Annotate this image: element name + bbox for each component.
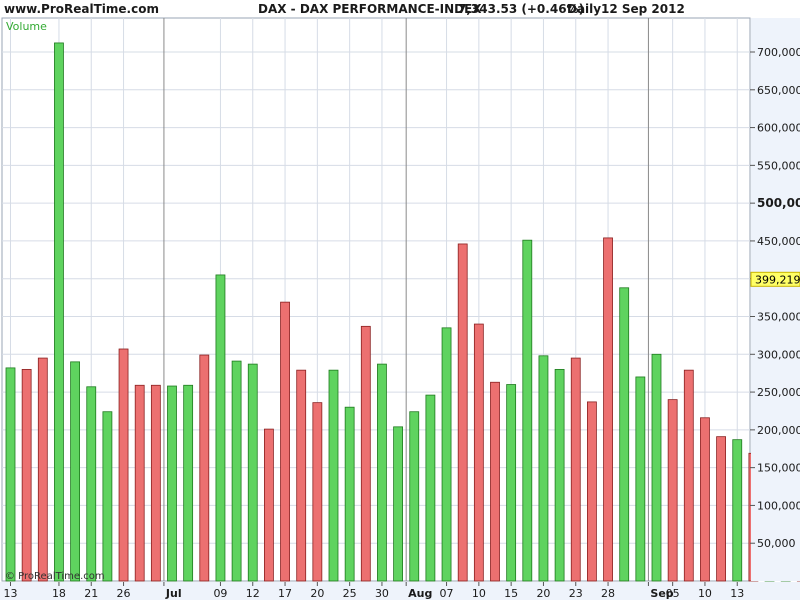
x-tick-label: 07	[440, 587, 454, 600]
volume-bar-down	[21, 368, 32, 582]
y-tick-label: 650,000	[757, 84, 800, 97]
volume-bar-up	[5, 367, 16, 582]
volume-bar-down	[570, 357, 581, 582]
y-axis-ticks: 50,000 100,000 150,000 200,000 250,000 300,00…	[750, 46, 800, 550]
volume-bar-up	[215, 274, 226, 582]
x-tick-label: 28	[601, 587, 615, 600]
x-tick-label: 09	[213, 587, 227, 600]
x-tick-label: 30	[375, 587, 389, 600]
volume-bar-up	[247, 363, 258, 582]
volume-bar-up	[409, 411, 420, 582]
x-tick-label: 17	[278, 587, 292, 600]
last-value-marker: 399,219	[750, 271, 800, 287]
y-tick-label: 50,000	[757, 537, 796, 550]
volume-bar-up	[377, 363, 387, 582]
y-tick-label: 450,000	[757, 235, 800, 248]
x-tick-label: 21	[84, 587, 98, 600]
x-tick-label: 13	[730, 587, 744, 600]
volume-bar-up	[328, 369, 339, 582]
y-tick-label: 550,000	[757, 159, 800, 172]
x-tick-label: 15	[504, 587, 518, 600]
copyright: © ProRealTime.com	[5, 571, 105, 582]
y-tick-label: 250,000	[757, 386, 800, 399]
volume-bar-down	[716, 436, 726, 582]
volume-bar-down	[360, 325, 371, 582]
volume-bar-up	[86, 386, 97, 582]
x-axis-ticks: 13 18 21 26 Jul 09 12 17 20 25 30 Aug 07 10 15 20 23 28 Se…	[4, 582, 744, 600]
volume-bar-down	[199, 354, 210, 582]
volume-bar-down	[473, 323, 484, 582]
instrument-title: DAX - DAX PERFORMANCE-INDEX	[258, 2, 482, 16]
month-separators	[163, 18, 649, 581]
header-bar	[0, 0, 800, 18]
volume-bar-down	[312, 402, 323, 582]
x-tick-label: 05	[666, 587, 680, 600]
volume-bar-up	[651, 353, 662, 582]
panel-label: Volume	[6, 20, 47, 33]
x-month-label: Sep	[650, 587, 673, 600]
volume-bar-down	[667, 399, 678, 582]
volume-bar-up	[54, 42, 64, 582]
volume-bar-down	[263, 428, 274, 582]
y-tick-label: 200,000	[757, 424, 800, 437]
chart-date: 12 Sep 2012	[601, 2, 685, 16]
period-label: Daily	[567, 2, 601, 16]
volume-bar-up	[167, 385, 177, 582]
y-tick-label: 500,000	[757, 196, 800, 210]
x-tick-label: 10	[698, 587, 712, 600]
x-tick-label: 20	[536, 587, 550, 600]
volume-bar-up	[425, 394, 436, 582]
x-tick-label: 13	[4, 587, 18, 600]
x-tick-label: 10	[472, 587, 486, 600]
y-tick-label: 700,000	[757, 46, 800, 59]
volume-bar-up	[344, 406, 355, 582]
volume-bar-up	[635, 376, 646, 582]
last-value-box	[750, 271, 800, 287]
x-month-label: Jul	[165, 587, 182, 600]
x-tick-label: 12	[246, 587, 260, 600]
volume-bar-down	[280, 301, 290, 582]
volume-bar-up	[393, 426, 404, 582]
volume-bar-down	[134, 384, 145, 582]
volume-bar-up	[522, 239, 533, 582]
volume-bar-down	[490, 381, 500, 582]
volume-bar-down	[603, 237, 613, 582]
y-tick-label: 600,000	[757, 122, 800, 135]
last-value-label: 399,219	[755, 273, 800, 286]
volume-bar-up	[619, 287, 630, 582]
volume-bar-down	[683, 369, 694, 582]
x-axis-panel	[0, 582, 800, 600]
volume-bar-down	[587, 401, 597, 582]
volume-bar-down	[118, 348, 129, 582]
x-month-label: Aug	[408, 587, 432, 600]
x-tick-label: 26	[117, 587, 131, 600]
volume-bar-down	[457, 243, 468, 582]
x-tick-label: 23	[569, 587, 583, 600]
volume-bar-up	[441, 327, 452, 582]
volume-bar-up	[102, 411, 113, 582]
volume-bar-down	[150, 384, 161, 582]
volume-bar-down	[296, 369, 307, 582]
volume-bar-up	[554, 368, 565, 582]
volume-bar-down	[37, 357, 48, 582]
y-axis-panel	[751, 18, 800, 581]
y-tick-label: 300,000	[757, 348, 800, 361]
price-quote: 7,343.53 (+0.46%)	[458, 2, 584, 16]
x-tick-label: 25	[343, 587, 357, 600]
y-tick-label: 350,000	[757, 311, 800, 324]
volume-bar-up	[506, 384, 517, 582]
volume-bar-up	[538, 355, 549, 582]
volume-bar-up	[183, 384, 194, 582]
site-name[interactable]: www.ProRealTime.com	[4, 2, 159, 16]
x-tick-label: 18	[52, 587, 66, 600]
volume-bar-down	[700, 417, 710, 582]
volume-bar-up	[732, 439, 743, 582]
y-tick-label: 100,000	[757, 499, 800, 512]
volume-bar-up	[231, 360, 242, 582]
x-tick-label: 20	[310, 587, 324, 600]
y-tick-label: 150,000	[757, 462, 800, 475]
volume-bar-up	[70, 361, 80, 582]
